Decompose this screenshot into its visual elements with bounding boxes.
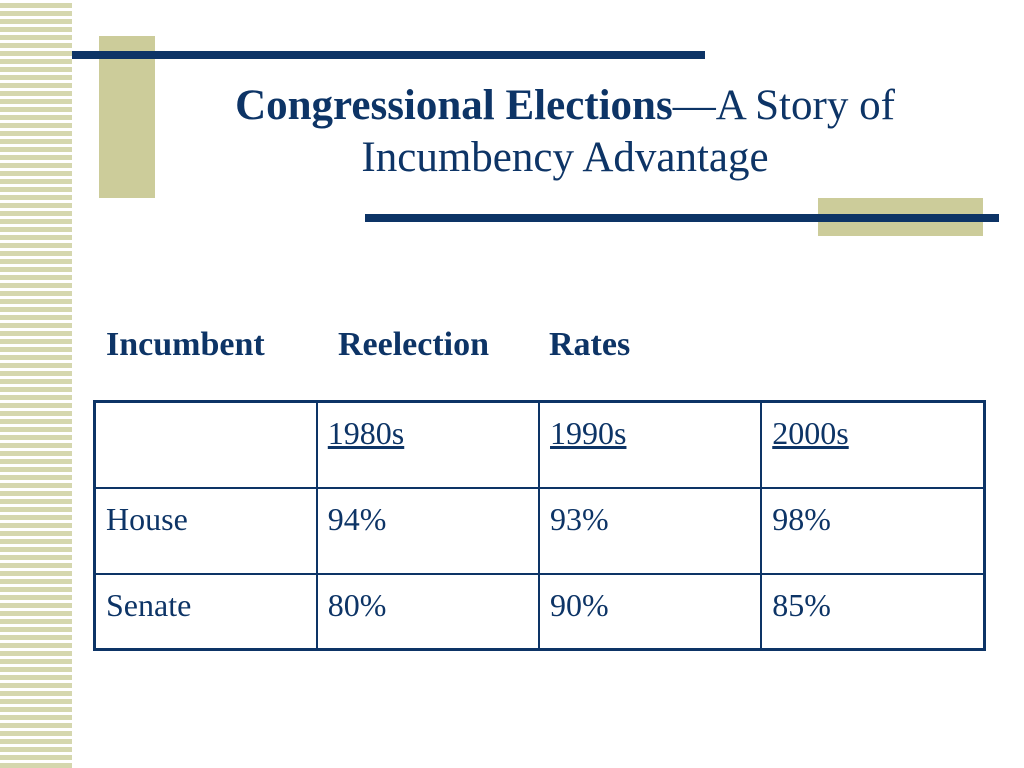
caption-word-incumbent: Incumbent <box>106 326 265 363</box>
cell-senate-1990s: 90% <box>538 572 763 651</box>
cell-house-1980s: 94% <box>315 486 541 575</box>
caption-word-rates: Rates <box>549 326 631 363</box>
row-label-senate: Senate <box>93 572 318 651</box>
table-header-row: 1980s 1990s 2000s <box>93 400 986 489</box>
bottom-accent-line <box>365 214 999 222</box>
left-stripe-decoration <box>0 0 72 768</box>
cell-house-1990s: 93% <box>538 486 763 575</box>
title-bold-part: Congressional Elections <box>235 82 673 129</box>
decade-1980s: 1980s <box>327 415 405 451</box>
cell-senate-2000s: 85% <box>760 572 986 651</box>
decade-1990s: 1990s <box>550 415 627 451</box>
caption-word-reelection: Reelection <box>338 326 490 363</box>
header-cell-2000s: 2000s <box>760 400 986 489</box>
table-row-senate: Senate 80% 90% 85% <box>93 572 986 651</box>
top-accent-block <box>99 36 155 198</box>
cell-senate-1980s: 80% <box>315 572 541 651</box>
table-caption: Incumbent Reelection Rates <box>106 326 630 364</box>
table-row-house: House 94% 93% 98% <box>93 486 986 575</box>
slide-title: Congressional Elections—A Story of Incum… <box>160 80 970 184</box>
header-cell-1990s: 1990s <box>538 400 763 489</box>
header-cell-empty <box>93 400 318 489</box>
reelection-rates-table: 1980s 1990s 2000s House 94% 93% 98% Sena… <box>93 400 986 651</box>
cell-house-2000s: 98% <box>760 486 986 575</box>
row-label-house: House <box>93 486 318 575</box>
decade-2000s: 2000s <box>772 415 849 451</box>
top-accent-line <box>72 51 705 59</box>
title-rest-line1: —A Story of <box>672 82 895 129</box>
title-line2: Incumbency Advantage <box>361 134 769 181</box>
header-cell-1980s: 1980s <box>315 400 541 489</box>
